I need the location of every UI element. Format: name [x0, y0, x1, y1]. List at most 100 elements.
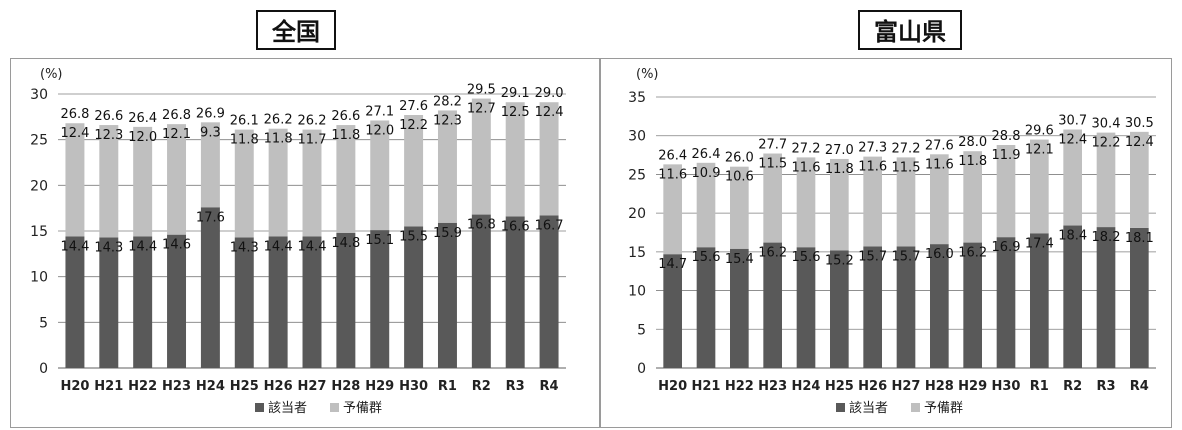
toyama-x-tick-label: H23 — [758, 379, 787, 394]
national-label-gaitosha: 14.3 — [230, 240, 259, 255]
toyama-x-tick-label: H26 — [858, 379, 887, 394]
national-label-gaitosha: 15.9 — [433, 226, 462, 241]
national-x-tick-label: H20 — [60, 379, 89, 394]
toyama-x-tick-label: H21 — [692, 379, 721, 394]
toyama-label-total: 27.6 — [925, 138, 954, 153]
national-bar-gaitosha — [539, 215, 559, 368]
national-label-total: 26.8 — [162, 108, 191, 123]
toyama-x-tick-label: H24 — [792, 379, 821, 394]
toyama-bar-gaitosha — [1130, 227, 1149, 368]
toyama-bar-gaitosha — [1063, 225, 1082, 368]
toyama-label-yobigun: 11.6 — [925, 157, 954, 172]
national-label-gaitosha: 17.6 — [196, 210, 225, 225]
national-bar-yobigun — [200, 122, 220, 208]
national-label-yobigun: 12.7 — [467, 102, 496, 117]
toyama-bar-gaitosha — [796, 247, 816, 368]
toyama-bar-yobigun — [930, 154, 949, 245]
national-label-total: 28.2 — [433, 94, 462, 109]
toyama-label-total: 26.4 — [658, 148, 687, 163]
toyama-label-gaitosha: 14.7 — [658, 257, 687, 272]
national-x-tick-label: H24 — [196, 379, 225, 394]
toyama-label-gaitosha: 18.4 — [1058, 229, 1087, 244]
national-bar-gaitosha — [200, 207, 220, 368]
national-label-yobigun: 11.8 — [331, 128, 360, 143]
toyama-label-total: 27.3 — [858, 141, 887, 156]
national-bar-gaitosha — [336, 232, 356, 368]
toyama-label-total: 27.0 — [825, 143, 854, 158]
national-bar-gaitosha — [99, 237, 119, 368]
national-label-yobigun: 12.0 — [365, 123, 394, 138]
national-label-yobigun: 12.0 — [128, 130, 157, 145]
national-label-total: 26.8 — [60, 107, 89, 122]
toyama-x-tick-label: R2 — [1063, 379, 1082, 394]
toyama-label-yobigun: 11.5 — [758, 157, 787, 172]
toyama-bar-gaitosha — [1030, 233, 1049, 368]
toyama-label-total: 28.0 — [958, 135, 987, 150]
toyama-label-yobigun: 11.9 — [992, 148, 1021, 163]
national-bar-gaitosha — [505, 216, 525, 368]
national-x-tick-label: H26 — [264, 379, 293, 394]
national-label-yobigun: 9.3 — [200, 125, 221, 140]
national-bar-gaitosha — [234, 237, 254, 368]
toyama-x-tick-label: H20 — [658, 379, 687, 394]
national-label-gaitosha: 14.4 — [60, 239, 89, 254]
national-chart-frame — [10, 58, 600, 428]
national-y-tick-label: 0 — [39, 361, 48, 377]
national-x-tick-label: H25 — [230, 379, 259, 394]
toyama-label-yobigun: 12.4 — [1125, 135, 1154, 150]
toyama-bar-yobigun — [1096, 132, 1116, 228]
national-label-gaitosha: 15.1 — [365, 233, 394, 248]
national-label-total: 26.4 — [128, 111, 157, 126]
toyama-bar-gaitosha — [863, 246, 882, 368]
toyama-bar-yobigun — [730, 166, 749, 249]
toyama-label-total: 30.7 — [1058, 114, 1087, 129]
national-bar-gaitosha — [167, 234, 187, 368]
toyama-label-gaitosha: 18.1 — [1125, 231, 1154, 246]
toyama-label-total: 27.2 — [892, 141, 921, 156]
toyama-x-tick-label: H30 — [992, 379, 1021, 394]
toyama-bar-yobigun — [796, 157, 816, 248]
toyama-x-tick-label: R3 — [1096, 379, 1115, 394]
national-label-total: 26.2 — [298, 114, 327, 129]
national-bar-yobigun — [268, 128, 288, 237]
national-label-yobigun: 11.8 — [230, 133, 259, 148]
toyama-y-tick-label: 35 — [628, 90, 646, 106]
toyama-label-yobigun: 11.8 — [958, 154, 987, 169]
toyama-label-total: 28.8 — [992, 129, 1021, 144]
national-label-yobigun: 12.2 — [399, 118, 428, 133]
toyama-label-yobigun: 11.6 — [792, 160, 821, 175]
toyama-legend-swatch — [836, 403, 845, 412]
toyama-label-yobigun: 11.5 — [892, 160, 921, 175]
national-label-yobigun: 12.5 — [501, 105, 530, 120]
national-bar-gaitosha — [268, 236, 288, 368]
toyama-label-total: 29.6 — [1025, 124, 1054, 139]
national-label-gaitosha: 15.5 — [399, 229, 428, 244]
toyama-y-tick-label: 0 — [637, 361, 646, 377]
national-bar-yobigun — [370, 120, 390, 231]
toyama-bar-yobigun — [763, 153, 782, 243]
national-label-total: 26.6 — [94, 109, 123, 124]
national-x-tick-label: H22 — [128, 379, 157, 394]
toyama-bar-gaitosha — [930, 244, 949, 368]
national-bar-gaitosha — [133, 236, 153, 368]
toyama-label-gaitosha: 16.9 — [992, 240, 1021, 255]
toyama-label-gaitosha: 16.2 — [958, 246, 987, 261]
national-label-gaitosha: 16.7 — [535, 218, 564, 233]
national-label-gaitosha: 14.4 — [128, 239, 157, 254]
national-label-gaitosha: 14.4 — [298, 239, 327, 254]
national-label-total: 29.1 — [501, 86, 530, 101]
national-bar-gaitosha — [437, 222, 457, 368]
toyama-bar-yobigun — [663, 164, 682, 255]
toyama-bar-gaitosha — [763, 242, 782, 368]
national-label-yobigun: 12.3 — [433, 113, 462, 128]
national-bar-gaitosha — [370, 230, 390, 368]
toyama-label-gaitosha: 15.6 — [792, 250, 821, 265]
toyama-bar-gaitosha — [730, 248, 749, 368]
toyama-label-yobigun: 11.6 — [858, 160, 887, 175]
national-label-total: 26.1 — [230, 114, 259, 129]
national-x-tick-label: R2 — [472, 379, 491, 394]
national-bar-gaitosha — [65, 236, 85, 368]
national-label-yobigun: 11.8 — [264, 132, 293, 147]
toyama-label-yobigun: 12.1 — [1025, 143, 1054, 158]
national-legend-swatch — [255, 403, 264, 412]
